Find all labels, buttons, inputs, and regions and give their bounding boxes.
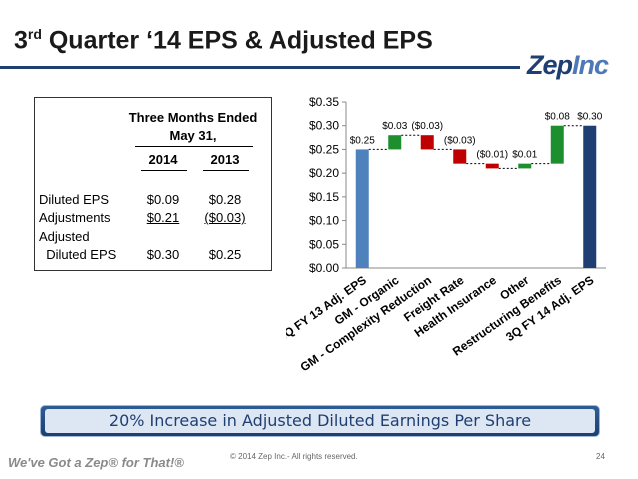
col-2014-header: 2014: [148, 152, 178, 167]
data-label: $0.03: [382, 121, 407, 132]
y-tick-label: $0.35: [309, 95, 339, 109]
bar: [355, 149, 369, 268]
data-label: ($0.03): [444, 135, 476, 146]
highlight-banner: 20% Increase in Adjusted Diluted Earning…: [40, 405, 600, 437]
slide-title: 3rd Quarter ‘14 EPS & Adjusted EPS: [14, 26, 433, 55]
data-label: ($0.01): [476, 150, 508, 161]
bar: [388, 135, 402, 150]
table-header-line1: Three Months Ended: [128, 110, 258, 125]
bar: [583, 125, 597, 268]
data-label: ($0.03): [411, 121, 443, 132]
col-2013-header: 2013: [210, 152, 240, 167]
copyright: © 2014 Zep Inc.- All rights reserved.: [230, 452, 358, 461]
y-tick-label: $0.25: [309, 142, 339, 156]
tagline: We've Got a Zep® for That!®: [8, 455, 184, 470]
row-label-adjusted-diluted: Diluted EPS: [39, 247, 117, 262]
page-number: 24: [596, 452, 605, 461]
bar: [420, 135, 434, 150]
cell-adjusted-2014: $0.30: [146, 247, 180, 262]
bar: [485, 163, 499, 169]
table-header-line2: May 31,: [169, 128, 217, 143]
eps-table: Three Months Ended May 31, 2014 2013 Dil…: [34, 97, 272, 271]
row-label-adjusted: Adjusted: [39, 229, 90, 244]
bar: [453, 149, 467, 164]
data-label: $0.08: [545, 112, 570, 123]
data-label: $0.01: [512, 150, 537, 161]
eps-waterfall-chart: $0.00 $0.05 $0.10 $0.15 $0.20 $0.25 $0.30 $0.35…: [286, 95, 606, 374]
y-tick-label: $0.10: [309, 214, 339, 228]
header-underline: [135, 146, 253, 147]
row-label-adjustments: Adjustments: [39, 210, 111, 225]
y-tick-label: $0.05: [309, 237, 339, 251]
row-label-diluted-eps: Diluted EPS: [39, 192, 110, 207]
banner-text: 20% Increase in Adjusted Diluted Earning…: [45, 409, 595, 433]
cell-adjustments-2013: ($0.03): [204, 210, 246, 225]
category-label: GM - Complexity Reduction: [298, 273, 434, 374]
col-2014-underline: [141, 170, 187, 171]
data-label: $0.25: [350, 135, 375, 146]
y-tick-label: $0.15: [309, 190, 339, 204]
bar: [550, 125, 564, 164]
y-tick-label: $0.20: [309, 166, 339, 180]
col-2013-underline: [203, 170, 249, 171]
bar: [518, 163, 532, 169]
cell-adjustments-2014: $0.21: [146, 210, 180, 225]
y-tick-label: $0.30: [309, 119, 339, 133]
y-tick-label: $0.00: [309, 261, 339, 275]
cell-diluted-2013: $0.28: [208, 192, 242, 207]
data-label: $0.30: [577, 112, 602, 123]
zep-logo: ZepInc: [527, 50, 609, 80]
title-rule: [0, 66, 520, 69]
cell-adjusted-2013: $0.25: [208, 247, 242, 262]
cell-diluted-2014: $0.09: [146, 192, 180, 207]
